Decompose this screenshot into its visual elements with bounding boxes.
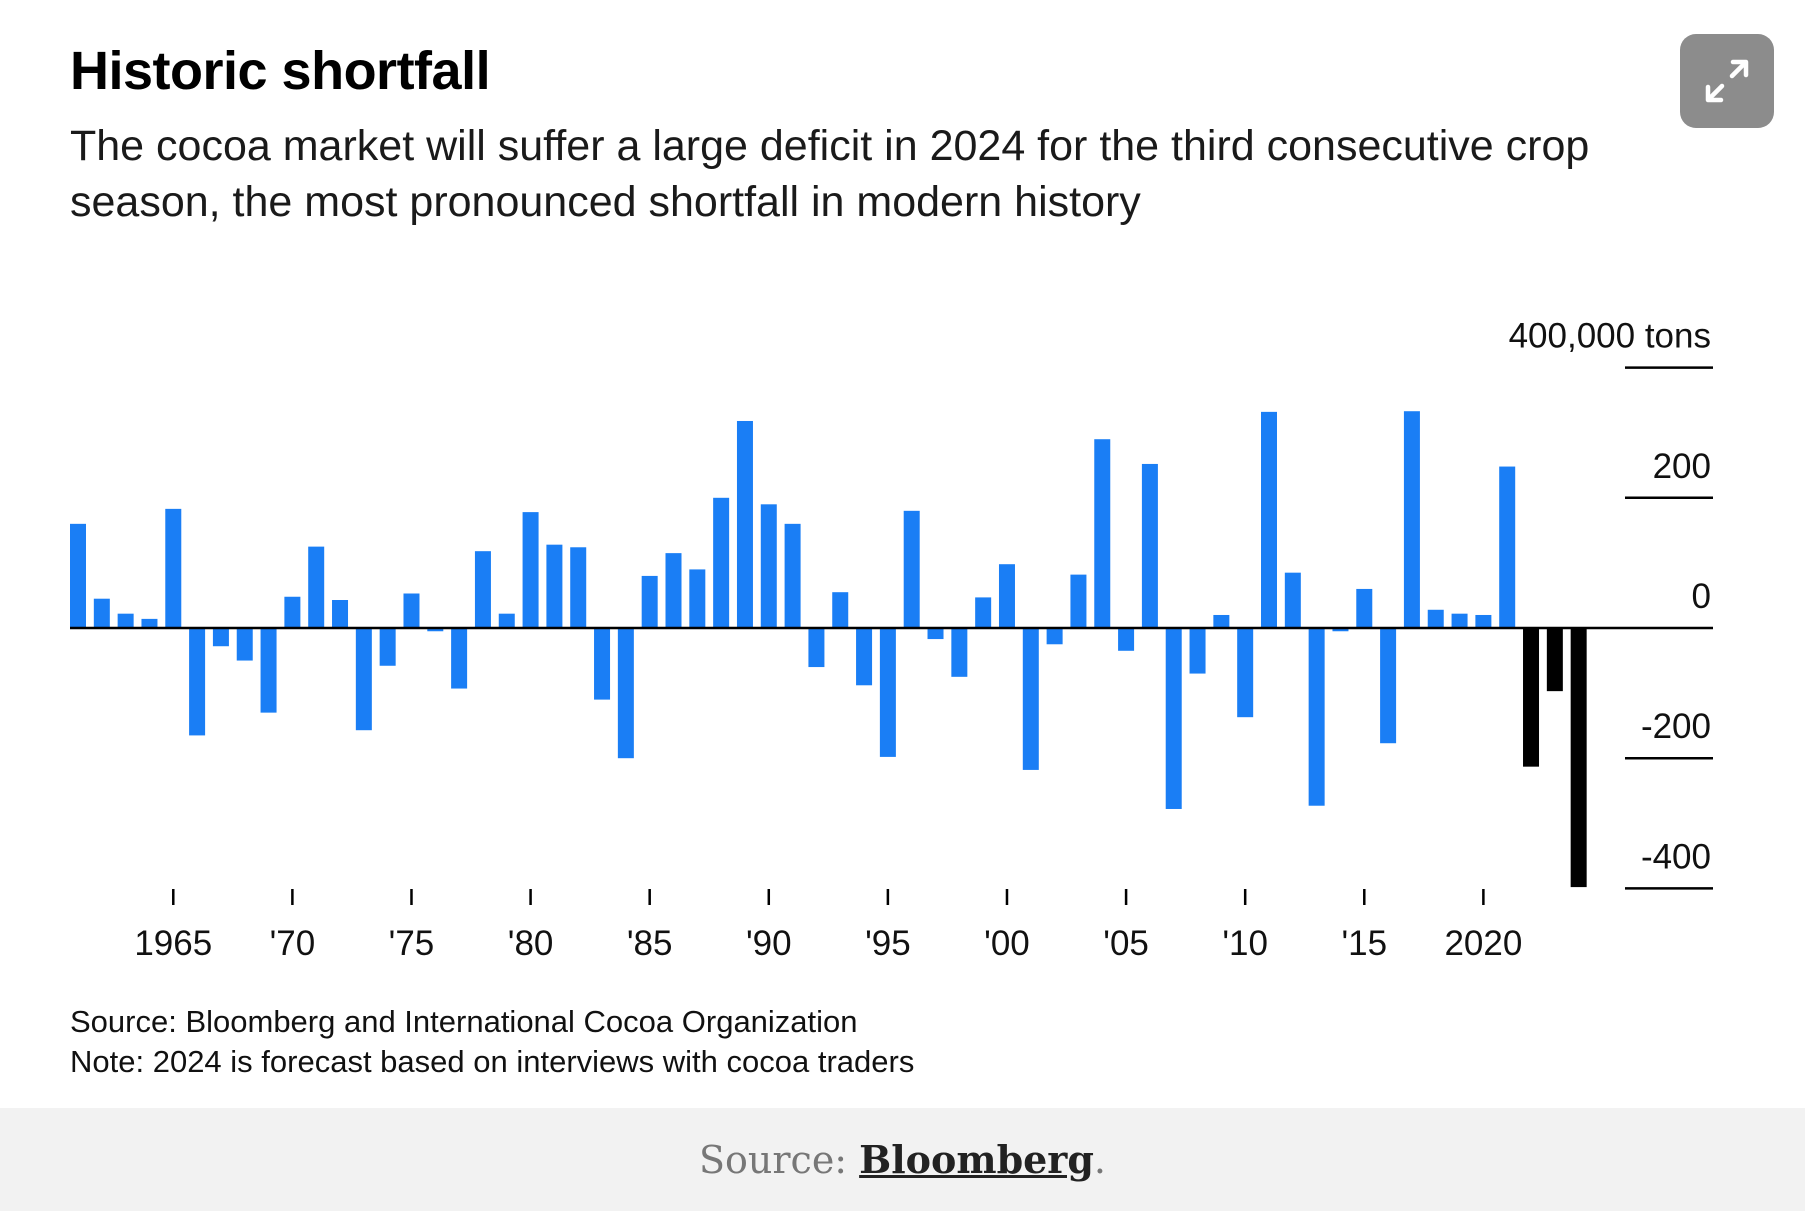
- bar-2005: [1118, 628, 1135, 651]
- bar-1986: [665, 553, 682, 628]
- x-tick-label-1995: '95: [865, 924, 911, 963]
- bar-2015: [1356, 588, 1373, 628]
- bar-1991: [784, 523, 801, 628]
- bar-2013: [1308, 628, 1325, 806]
- source-note: Source: Bloomberg and International Coco…: [70, 1004, 858, 1039]
- bar-1976: [427, 628, 444, 632]
- bar-2003: [1070, 574, 1087, 628]
- chart-card: Historic shortfall The cocoa market will…: [70, 34, 1774, 1082]
- bar-1973: [355, 628, 372, 731]
- bar-2014: [1332, 628, 1349, 632]
- bar-1999: [975, 597, 992, 628]
- bar-1969: [260, 628, 277, 713]
- bar-1988: [713, 497, 730, 628]
- x-tick-label-2000: '00: [984, 924, 1030, 963]
- bar-1995: [879, 628, 896, 757]
- bar-2001: [1022, 628, 1039, 770]
- bar-1982: [570, 547, 587, 628]
- bar-2024: [1570, 628, 1587, 888]
- bar-1992: [808, 628, 825, 668]
- x-tick-label-1985: '85: [627, 924, 673, 963]
- bar-1977: [451, 628, 468, 689]
- footer-suffix: .: [1093, 1137, 1106, 1182]
- bar-1966: [189, 628, 206, 736]
- x-tick-label-2015: '15: [1341, 924, 1387, 963]
- bar-1965: [165, 508, 182, 628]
- bar-1962: [93, 598, 110, 628]
- bar-2009: [1213, 614, 1230, 628]
- x-tick-label-2020: 2020: [1444, 924, 1522, 963]
- bar-1970: [284, 596, 301, 628]
- bar-1997: [927, 628, 944, 640]
- bar-chart: 400,000 tons 200 0 -200 -400 1965 '70 '75 '80 '85…: [70, 317, 1713, 963]
- expand-button[interactable]: [1680, 34, 1774, 128]
- y-tick-label-3: -200: [1641, 707, 1711, 746]
- bar-2016: [1380, 628, 1397, 744]
- bar-2011: [1261, 411, 1277, 628]
- bar-2022: [1523, 628, 1540, 767]
- x-tick-label-1965: 1965: [134, 924, 212, 963]
- bar-2019: [1451, 613, 1468, 628]
- x-tick-label-1980: '80: [508, 924, 554, 963]
- bar-1996: [903, 510, 920, 628]
- bar-1964: [141, 618, 158, 628]
- bar-1979: [498, 613, 515, 628]
- bar-2023: [1546, 628, 1563, 692]
- bar-2002: [1046, 628, 1063, 645]
- chart-notes: Source: Bloomberg and International Coco…: [70, 1002, 914, 1082]
- bar-1990: [760, 504, 777, 628]
- bar-1987: [689, 569, 706, 628]
- chart-title: Historic shortfall: [70, 41, 491, 101]
- bar-2012: [1284, 572, 1301, 628]
- bar-1978: [474, 551, 491, 628]
- bar-1984: [617, 628, 634, 759]
- y-axis-unit-label: 400,000 tons: [1509, 317, 1711, 356]
- bar-2017: [1403, 411, 1420, 628]
- y-tick-label-2: 0: [1692, 577, 1711, 616]
- x-tick-label-1970: '70: [270, 924, 316, 963]
- bar-2000: [998, 564, 1015, 628]
- y-tick-label-4: -400: [1641, 837, 1711, 876]
- bar-1981: [546, 544, 563, 628]
- bar-2021: [1499, 466, 1516, 628]
- footer-source-link[interactable]: Bloomberg: [859, 1137, 1094, 1182]
- bar-1993: [832, 592, 849, 628]
- bar-1974: [379, 628, 396, 666]
- page-footer: Source: Bloomberg .: [0, 1108, 1805, 1211]
- x-tick-label-2010: '10: [1222, 924, 1268, 963]
- bar-2006: [1141, 463, 1158, 628]
- bar-2004: [1094, 439, 1111, 628]
- bar-1972: [332, 600, 349, 628]
- bar-1994: [856, 628, 873, 686]
- footer-source-label: Source:: [698, 1137, 848, 1182]
- x-tick-label-1990: '90: [746, 924, 792, 963]
- bar-1968: [236, 628, 253, 661]
- chart-subtitle: The cocoa market will suffer a large def…: [70, 122, 1590, 226]
- x-tick-label-2005: '05: [1103, 924, 1149, 963]
- bar-2020: [1475, 614, 1492, 628]
- bar-1961: [70, 523, 86, 628]
- y-tick-label-1: 200: [1653, 447, 1711, 486]
- x-tick-label-1975: '75: [389, 924, 435, 963]
- bar-2007: [1165, 628, 1182, 809]
- bar-2018: [1427, 609, 1444, 628]
- bar-1967: [212, 628, 229, 647]
- forecast-note: Note: 2024 is forecast based on intervie…: [70, 1044, 915, 1079]
- bar-1985: [641, 575, 658, 628]
- bar-1983: [594, 628, 611, 700]
- bar-2008: [1189, 628, 1206, 674]
- bar-1980: [522, 512, 539, 628]
- bar-1989: [736, 420, 753, 628]
- expand-arrows-icon: [1705, 59, 1749, 103]
- bar-1998: [951, 628, 968, 677]
- bar-1975: [403, 593, 420, 628]
- bar-1963: [117, 613, 134, 628]
- bar-1971: [308, 546, 325, 628]
- bar-2010: [1237, 628, 1254, 718]
